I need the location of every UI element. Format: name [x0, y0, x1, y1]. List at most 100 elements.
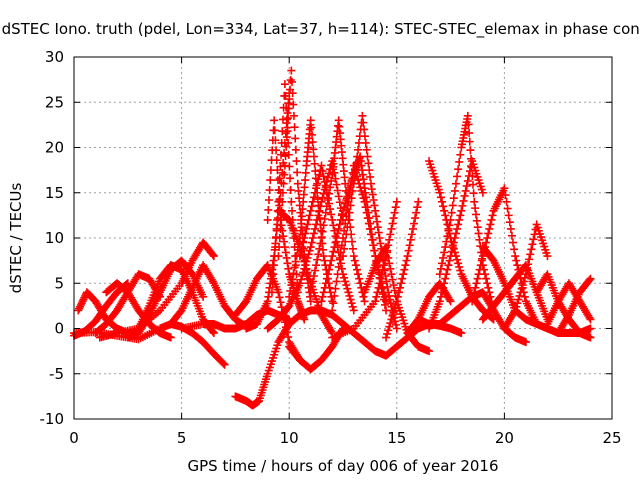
data-point	[394, 288, 403, 297]
data-point	[317, 234, 326, 242]
data-point	[374, 228, 383, 237]
data-point	[348, 244, 357, 253]
data-point	[345, 208, 354, 217]
data-point	[327, 327, 336, 336]
data-point	[385, 322, 394, 331]
data-point	[347, 194, 356, 203]
series	[134, 261, 218, 338]
data-point	[332, 277, 341, 286]
data-point	[507, 231, 516, 240]
data-point	[391, 203, 400, 212]
data-point	[455, 215, 464, 224]
data-point	[372, 212, 381, 221]
data-point	[393, 292, 402, 301]
data-point	[296, 226, 305, 235]
series	[478, 243, 520, 315]
data-point	[299, 190, 308, 199]
data-point	[333, 229, 342, 238]
data-point	[385, 291, 394, 300]
data-point	[311, 224, 320, 233]
data-point	[453, 255, 462, 264]
x-tick-label: 15	[387, 429, 406, 447]
data-point	[219, 359, 228, 368]
data-point	[503, 204, 512, 213]
data-point	[276, 224, 285, 233]
data-point	[440, 248, 449, 257]
data-point	[291, 134, 300, 143]
data-point	[390, 304, 399, 313]
data-point	[500, 184, 509, 193]
data-point	[297, 247, 306, 256]
data-point	[292, 157, 301, 166]
data-point	[454, 165, 463, 174]
data-point	[301, 261, 310, 270]
data-point	[401, 261, 410, 270]
data-point	[372, 292, 381, 301]
data-point	[320, 256, 329, 265]
data-point	[288, 275, 297, 284]
data-point	[306, 116, 315, 125]
data-point	[334, 224, 343, 233]
data-point	[529, 235, 538, 244]
data-point	[371, 297, 380, 306]
data-point	[407, 230, 416, 239]
data-point	[445, 256, 454, 265]
data-point	[298, 205, 307, 214]
data-point	[522, 265, 531, 274]
data-point	[317, 161, 326, 170]
data-point	[278, 226, 287, 235]
data-point	[511, 252, 520, 261]
data-point	[266, 176, 275, 185]
data-point	[274, 176, 283, 185]
data-point	[441, 211, 450, 220]
data-point	[295, 252, 304, 261]
data-point	[284, 114, 293, 123]
data-point	[358, 111, 367, 120]
data-point	[314, 175, 323, 184]
y-tick-label: -5	[49, 365, 64, 383]
data-point	[441, 274, 450, 283]
data-point	[295, 194, 304, 203]
data-point	[209, 252, 218, 261]
data-point	[459, 196, 468, 205]
data-point	[352, 159, 361, 168]
data-point	[309, 152, 318, 161]
data-point	[454, 220, 463, 229]
data-point	[347, 299, 356, 308]
data-point	[364, 219, 373, 228]
data-point	[465, 137, 474, 146]
series	[435, 111, 498, 315]
data-point	[586, 315, 595, 324]
data-point	[356, 183, 365, 192]
data-point	[436, 264, 445, 273]
data-point	[337, 211, 346, 220]
data-point	[462, 181, 471, 190]
data-point	[473, 223, 482, 232]
data-point	[354, 138, 363, 147]
data-point	[287, 197, 296, 206]
data-point	[378, 290, 387, 299]
data-point	[287, 66, 296, 75]
data-point	[78, 297, 87, 306]
data-point	[456, 266, 465, 275]
data-point	[470, 288, 479, 297]
data-point	[478, 188, 487, 197]
data-point	[285, 292, 294, 301]
data-point	[354, 270, 363, 279]
data-point	[445, 221, 454, 230]
data-point	[77, 299, 86, 308]
data-point	[376, 239, 385, 248]
data-point	[382, 277, 391, 286]
data-point	[359, 292, 368, 301]
data-point	[484, 283, 493, 292]
data-point	[486, 220, 495, 229]
data-point	[309, 193, 318, 202]
data-point	[387, 224, 396, 233]
data-point	[474, 229, 483, 238]
data-point	[362, 208, 371, 217]
data-point	[470, 197, 479, 206]
data-point	[316, 239, 325, 248]
data-point	[387, 315, 396, 324]
data-point	[369, 195, 378, 204]
data-point	[308, 234, 317, 242]
